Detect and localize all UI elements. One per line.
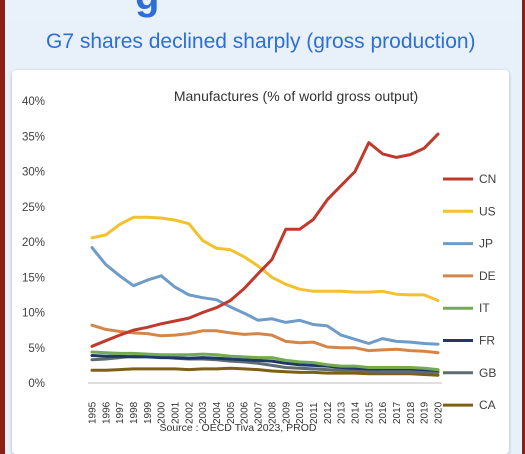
slide-title-cropped: g [5, 0, 522, 20]
y-tick-label: 0% [28, 378, 45, 390]
y-tick-label: 35% [22, 131, 45, 143]
legend-label-it: IT [479, 301, 490, 315]
slide-title-fragment: g [135, 0, 159, 19]
x-tick-label: 2016 [378, 401, 389, 424]
x-tick-label: 2007 [254, 401, 265, 424]
x-tick-label: 2005 [226, 401, 237, 424]
chart-title: Manufactures (% of world gross output) [174, 88, 418, 104]
series-line-it [90, 350, 440, 372]
legend-label-ca: CA [479, 398, 496, 412]
x-tick-label: 2010 [295, 401, 306, 424]
y-tick-label: 5% [28, 343, 45, 355]
x-tick-label: 2011 [309, 402, 320, 424]
slide-heading: G7 shares declined sharply (gross produc… [46, 30, 476, 53]
y-tick-label: 10% [22, 308, 45, 320]
x-tick-label: 2012 [323, 401, 334, 424]
series-line-us [90, 215, 440, 302]
x-tick-label: 2002 [184, 401, 195, 424]
x-tick-label: 2013 [337, 401, 348, 424]
slide-left-border [0, 0, 5, 454]
series-line-cn [90, 132, 440, 348]
y-tick-label: 15% [22, 272, 45, 284]
legend-label-cn: CN [479, 172, 496, 186]
series-line-de [90, 323, 440, 355]
y-tick-label: 30% [22, 167, 45, 179]
x-tick-label: 1997 [115, 401, 126, 424]
x-tick-label: 2008 [267, 401, 278, 424]
x-tick-label: 2000 [157, 401, 168, 424]
series-line-jp [90, 246, 440, 346]
line-chart: Manufactures (% of world gross output) 0… [22, 88, 496, 434]
x-tick-label: 2018 [406, 401, 417, 424]
legend-label-fr: FR [479, 334, 495, 348]
x-tick-label: 2001 [171, 401, 182, 424]
slide-right-border [522, 0, 525, 454]
x-tick-label: 1999 [143, 401, 154, 424]
y-tick-label: 25% [22, 202, 45, 214]
series-layer [90, 132, 440, 377]
legend-label-gb: GB [479, 366, 496, 380]
x-tick-label: 2020 [434, 401, 445, 424]
x-tick-label: 2003 [198, 401, 209, 424]
x-tick-label: 1995 [88, 401, 99, 424]
x-tick-label: 2019 [420, 401, 431, 424]
y-tick-label: 40% [22, 96, 45, 108]
x-tick-label: 2004 [212, 401, 223, 424]
legend-label-us: US [479, 204, 496, 218]
x-tick-label: 2014 [350, 401, 361, 424]
x-tick-label: 1998 [129, 401, 140, 424]
x-tick-label: 2009 [281, 401, 292, 424]
y-tick-label: 20% [22, 237, 45, 249]
legend-label-jp: JP [479, 237, 493, 251]
x-tick-label: 2015 [364, 401, 375, 424]
chart-source: Source : OECD Tiva 2023, PROD [160, 422, 317, 434]
legend-label-de: DE [479, 269, 496, 283]
x-tick-label: 1996 [101, 401, 112, 424]
x-tick-label: 2017 [392, 401, 403, 424]
x-axis: 1995 1996 1997 1998 1999 2000 2001 2002 2003 2004… [88, 401, 445, 424]
y-axis: 0% 5% 10% 15% 20% 25% 30% 35% 40% [22, 96, 45, 390]
chart-card: Manufactures (% of world gross output) 0… [12, 70, 509, 454]
series-line-ca [90, 366, 440, 377]
x-tick-label: 2006 [240, 401, 251, 424]
chart-legend: CN US JP DE IT FR GB CA [443, 172, 496, 412]
